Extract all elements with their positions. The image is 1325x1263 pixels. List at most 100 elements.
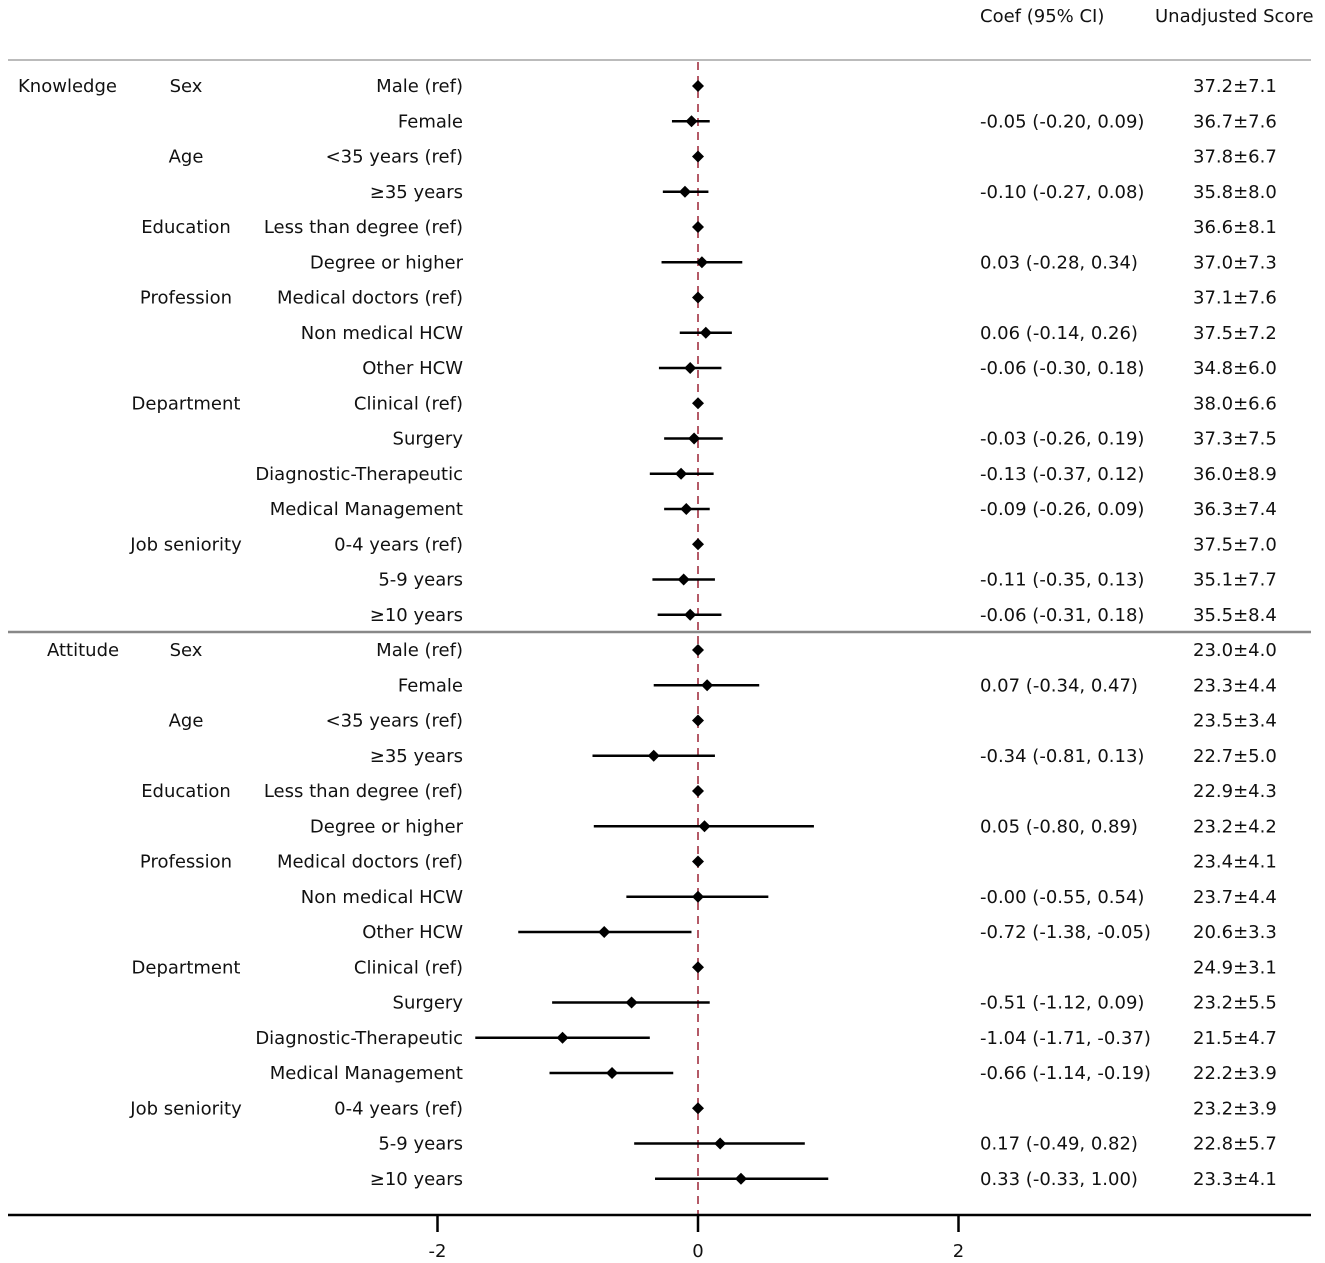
section-label: Attitude <box>47 640 119 661</box>
row-label: Other HCW <box>362 922 463 943</box>
row-label: Diagnostic-Therapeutic <box>255 464 463 485</box>
x-tick-label: 0 <box>692 1241 703 1262</box>
coef-ci-value: -0.72 (-1.38, -0.05) <box>980 922 1151 943</box>
row-label: Surgery <box>393 993 464 1014</box>
unadjusted-score: 23.0±4.0 <box>1193 640 1277 661</box>
unadjusted-score: 35.5±8.4 <box>1193 605 1277 626</box>
score-column-header: Unadjusted Score <box>1155 6 1314 27</box>
unadjusted-score: 37.3±7.5 <box>1193 429 1277 450</box>
point-estimate <box>714 1137 727 1150</box>
unadjusted-score: 38.0±6.6 <box>1193 393 1277 414</box>
row-label: Male (ref) <box>376 640 463 661</box>
coef-ci-value: -0.34 (-0.81, 0.13) <box>980 746 1144 767</box>
row-label: 0-4 years (ref) <box>334 534 463 555</box>
row-label: <35 years (ref) <box>326 711 463 732</box>
point-estimate <box>556 1031 569 1044</box>
row-label: Less than degree (ref) <box>264 217 463 238</box>
row-label: Other HCW <box>362 358 463 379</box>
point-estimate <box>692 291 704 304</box>
row-label: Less than degree (ref) <box>264 781 463 802</box>
unadjusted-score: 37.1±7.6 <box>1193 288 1277 309</box>
x-axis: -2 0 2 <box>8 1213 1311 1262</box>
point-estimate <box>692 538 704 551</box>
coef-ci-value: 0.03 (-0.28, 0.34) <box>980 252 1138 273</box>
x-tick-label: -2 <box>429 1241 447 1262</box>
row-label: 0-4 years (ref) <box>334 1098 463 1119</box>
unadjusted-score: 23.7±4.4 <box>1193 887 1277 908</box>
unadjusted-score: 37.8±6.7 <box>1193 147 1277 168</box>
row-label: 5-9 years <box>378 1134 463 1155</box>
row-label: Male (ref) <box>376 76 463 97</box>
coef-ci-value: 0.33 (-0.33, 1.00) <box>980 1169 1138 1190</box>
coef-column-header: Coef (95% CI) <box>980 6 1104 27</box>
point-estimate <box>685 115 698 128</box>
unadjusted-score: 23.3±4.1 <box>1193 1169 1277 1190</box>
point-estimate <box>692 397 704 410</box>
unadjusted-score: 37.5±7.2 <box>1193 323 1277 344</box>
coef-ci-value: -0.00 (-0.55, 0.54) <box>980 887 1144 908</box>
unadjusted-score: 36.3±7.4 <box>1193 499 1277 520</box>
group-label: Profession <box>140 852 232 873</box>
coef-ci-value: -0.05 (-0.20, 0.09) <box>980 111 1144 132</box>
point-estimate <box>625 996 638 1009</box>
row-label: Clinical (ref) <box>354 957 463 978</box>
group-label: Age <box>169 711 204 732</box>
point-estimate <box>701 679 714 692</box>
unadjusted-score: 22.9±4.3 <box>1193 781 1277 802</box>
group-label: Age <box>169 147 204 168</box>
group-label: Sex <box>170 640 203 661</box>
coef-ci-value: -0.11 (-0.35, 0.13) <box>980 570 1144 591</box>
unadjusted-score: 36.6±8.1 <box>1193 217 1277 238</box>
group-label: Job seniority <box>129 1098 242 1119</box>
point-estimate <box>598 926 611 938</box>
row-label: Medical Management <box>270 1063 463 1084</box>
coef-ci-value: -0.13 (-0.37, 0.12) <box>980 464 1144 485</box>
section-label: Knowledge <box>18 76 117 97</box>
row-label: Degree or higher <box>310 816 464 837</box>
coef-ci-value: 0.05 (-0.80, 0.89) <box>980 816 1138 837</box>
row-label: Clinical (ref) <box>354 393 463 414</box>
unadjusted-score: 36.0±8.9 <box>1193 464 1277 485</box>
point-estimate <box>692 150 704 163</box>
row-label: Female <box>398 111 463 132</box>
x-tick-label: 2 <box>953 1241 964 1262</box>
row-label: <35 years (ref) <box>326 147 463 168</box>
row-label: Degree or higher <box>310 252 464 273</box>
point-estimate <box>688 432 701 445</box>
unadjusted-score: 23.2±5.5 <box>1193 993 1277 1014</box>
coef-ci-value: -0.09 (-0.26, 0.09) <box>980 499 1144 520</box>
row-label: Non medical HCW <box>301 887 463 908</box>
row-label: ≥10 years <box>370 1169 463 1190</box>
coef-ci-value: -0.10 (-0.27, 0.08) <box>980 182 1144 203</box>
point-estimate <box>680 503 693 515</box>
row-label: Surgery <box>393 429 464 450</box>
unadjusted-score: 36.7±7.6 <box>1193 111 1277 132</box>
point-estimate <box>692 221 704 233</box>
coef-ci-value: 0.07 (-0.34, 0.47) <box>980 675 1138 696</box>
unadjusted-score: 37.2±7.1 <box>1193 76 1277 97</box>
row-label: ≥10 years <box>370 605 463 626</box>
unadjusted-score: 24.9±3.1 <box>1193 957 1277 978</box>
row-label: Female <box>398 675 463 696</box>
point-estimate <box>677 573 690 586</box>
point-estimate <box>684 362 697 374</box>
group-label: Department <box>132 957 241 978</box>
coef-ci-value: -0.06 (-0.31, 0.18) <box>980 605 1144 626</box>
coef-ci-value: -0.51 (-1.12, 0.09) <box>980 993 1144 1014</box>
unadjusted-score: 22.8±5.7 <box>1193 1134 1277 1155</box>
row-label: ≥35 years <box>370 182 463 203</box>
unadjusted-score: 22.7±5.0 <box>1193 746 1277 767</box>
unadjusted-score: 35.8±8.0 <box>1193 182 1277 203</box>
unadjusted-score: 23.5±3.4 <box>1193 711 1277 732</box>
group-label: Job seniority <box>129 534 242 555</box>
row-label: ≥35 years <box>370 746 463 767</box>
point-estimate <box>692 1102 704 1115</box>
row-label: Medical doctors (ref) <box>277 852 463 873</box>
unadjusted-score: 21.5±4.7 <box>1193 1028 1277 1049</box>
point-estimate <box>734 1172 747 1185</box>
coef-ci-value: -0.06 (-0.30, 0.18) <box>980 358 1144 379</box>
rows-layer: Knowledge Sex Male (ref) 37.2±7.1 Female -0.0… <box>8 62 1311 1215</box>
unadjusted-score: 20.6±3.3 <box>1193 922 1277 943</box>
unadjusted-score: 37.5±7.0 <box>1193 534 1277 555</box>
